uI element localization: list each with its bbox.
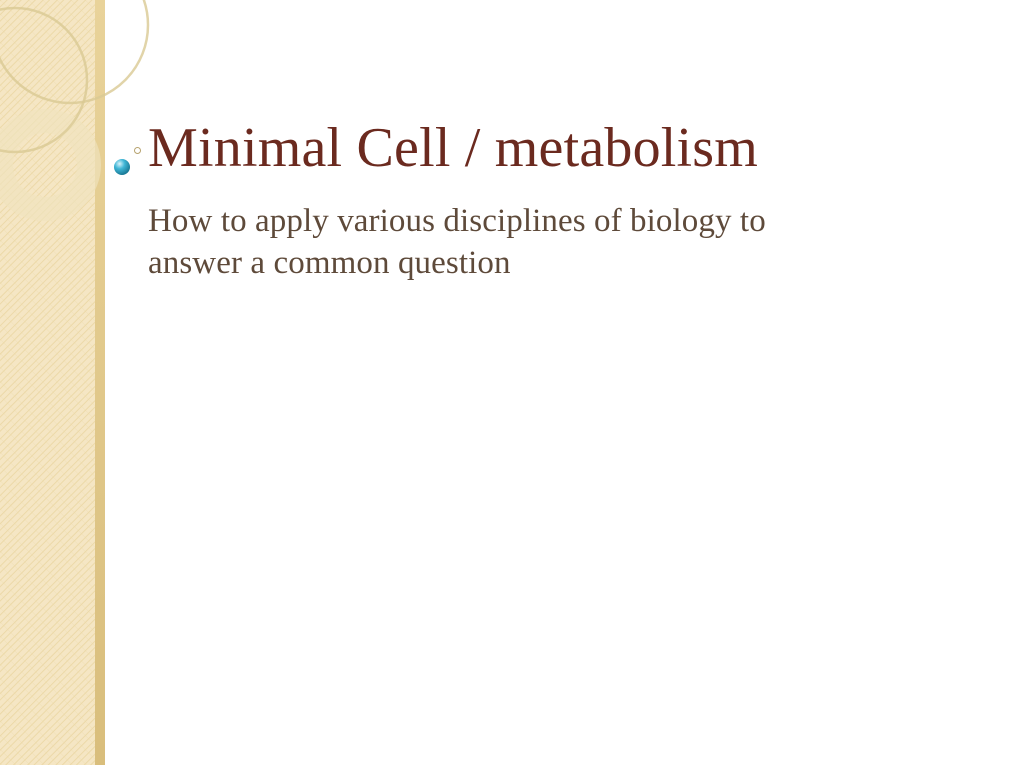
sidebar-pattern <box>0 0 105 765</box>
slide-title: Minimal Cell / metabolism <box>148 118 968 180</box>
slide: Minimal Cell / metabolism How to apply v… <box>0 0 1020 765</box>
bullet-ring-icon <box>134 147 141 154</box>
slide-subtitle: How to apply various disciplines of biol… <box>148 200 868 284</box>
sidebar-decoration <box>0 0 105 765</box>
bullet-sphere-icon <box>113 158 131 176</box>
